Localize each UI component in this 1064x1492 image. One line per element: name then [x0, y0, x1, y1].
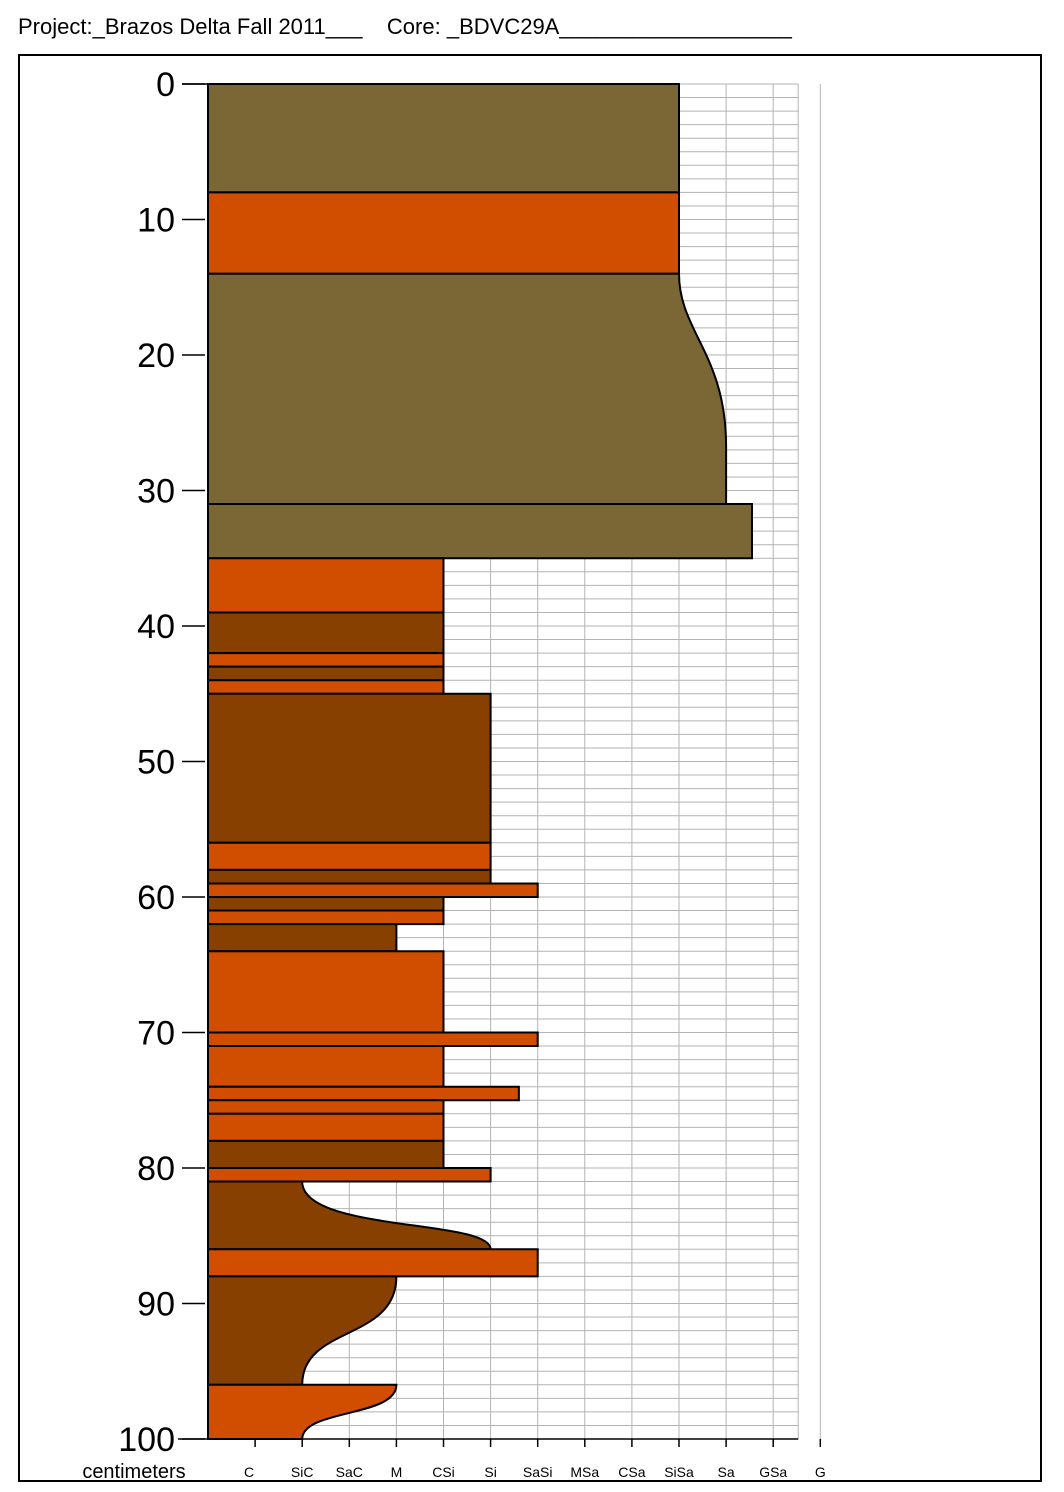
grain-class-label: SaSi	[523, 1464, 553, 1480]
grain-class-label: SiC	[291, 1464, 314, 1480]
grain-class-label: G	[815, 1464, 826, 1480]
project-value: _Brazos Delta Fall 2011___	[92, 14, 363, 39]
grain-class-label: MSa	[570, 1464, 599, 1480]
sediment-layer	[207, 1167, 492, 1183]
sediment-layer	[207, 1031, 539, 1048]
sediment-layer	[207, 1139, 445, 1169]
grain-class-label: Si	[484, 1464, 496, 1480]
sediment-layer	[207, 841, 492, 871]
sediment-layer	[207, 950, 445, 1034]
sediment-layers	[207, 83, 754, 1440]
sediment-layer	[207, 191, 680, 275]
grain-size-axis: C SiC SaC M CSi Si SaSi MSa CSa SiSa Sa GSa G	[178, 1438, 826, 1480]
sediment-layer	[207, 1180, 492, 1251]
sediment-layer	[207, 882, 539, 898]
grain-class-label: Sa	[718, 1464, 735, 1480]
grain-class-label: GSa	[759, 1464, 787, 1480]
sediment-layer	[207, 1275, 398, 1386]
depth-tick-label: 70	[137, 1015, 175, 1053]
core-value: _BDVC29A___________________	[446, 14, 792, 39]
sediment-layer	[207, 83, 680, 194]
sediment-layer	[207, 923, 398, 953]
grain-class-label: C	[244, 1464, 254, 1480]
depth-tick-label: 90	[137, 1286, 175, 1324]
sediment-layer	[207, 868, 492, 885]
depth-tick-label: 20	[137, 337, 175, 375]
sediment-layer	[207, 1248, 539, 1278]
sediment-layer	[207, 692, 492, 844]
depth-tick-label: 10	[137, 202, 175, 240]
depth-ticks: 0 10 20 30 40 50 60 70 80 90 100	[118, 66, 205, 1459]
depth-tick-label: 80	[137, 1150, 175, 1188]
depth-unit-label: centimeters	[82, 1461, 185, 1483]
grain-class-label: SaC	[336, 1464, 363, 1480]
depth-tick-label: 30	[137, 473, 175, 511]
depth-tick-label: 50	[137, 744, 175, 782]
depth-tick-label: 100	[118, 1421, 175, 1459]
sediment-layer	[207, 1085, 520, 1102]
sediment-layer	[207, 909, 445, 926]
sediment-layer	[207, 1099, 445, 1115]
depth-tick-label: 0	[156, 66, 175, 104]
sediment-layer	[207, 503, 754, 560]
sediment-layer	[207, 896, 445, 912]
depth-tick-label: 40	[137, 608, 175, 646]
core-label: Core:	[386, 14, 441, 39]
log-frame	[18, 54, 1042, 1482]
sediment-layer	[207, 1112, 445, 1142]
sediment-layer	[207, 557, 445, 614]
grain-class-label: CSa	[618, 1464, 645, 1480]
sediment-layer	[207, 611, 445, 655]
grain-class-label: M	[391, 1464, 403, 1480]
depth-tick-label: 60	[137, 879, 175, 917]
grain-class-label: SiSa	[664, 1464, 694, 1480]
sediment-layer	[207, 272, 728, 506]
sediment-layer	[207, 1045, 445, 1088]
core-log-header: Project:_Brazos Delta Fall 2011___ Core:…	[18, 14, 792, 40]
sediment-layer	[207, 679, 445, 695]
grain-class-label: CSi	[432, 1464, 455, 1480]
sediment-layer	[207, 665, 445, 682]
sediment-layer	[207, 652, 445, 668]
project-label: Project:	[18, 14, 93, 39]
